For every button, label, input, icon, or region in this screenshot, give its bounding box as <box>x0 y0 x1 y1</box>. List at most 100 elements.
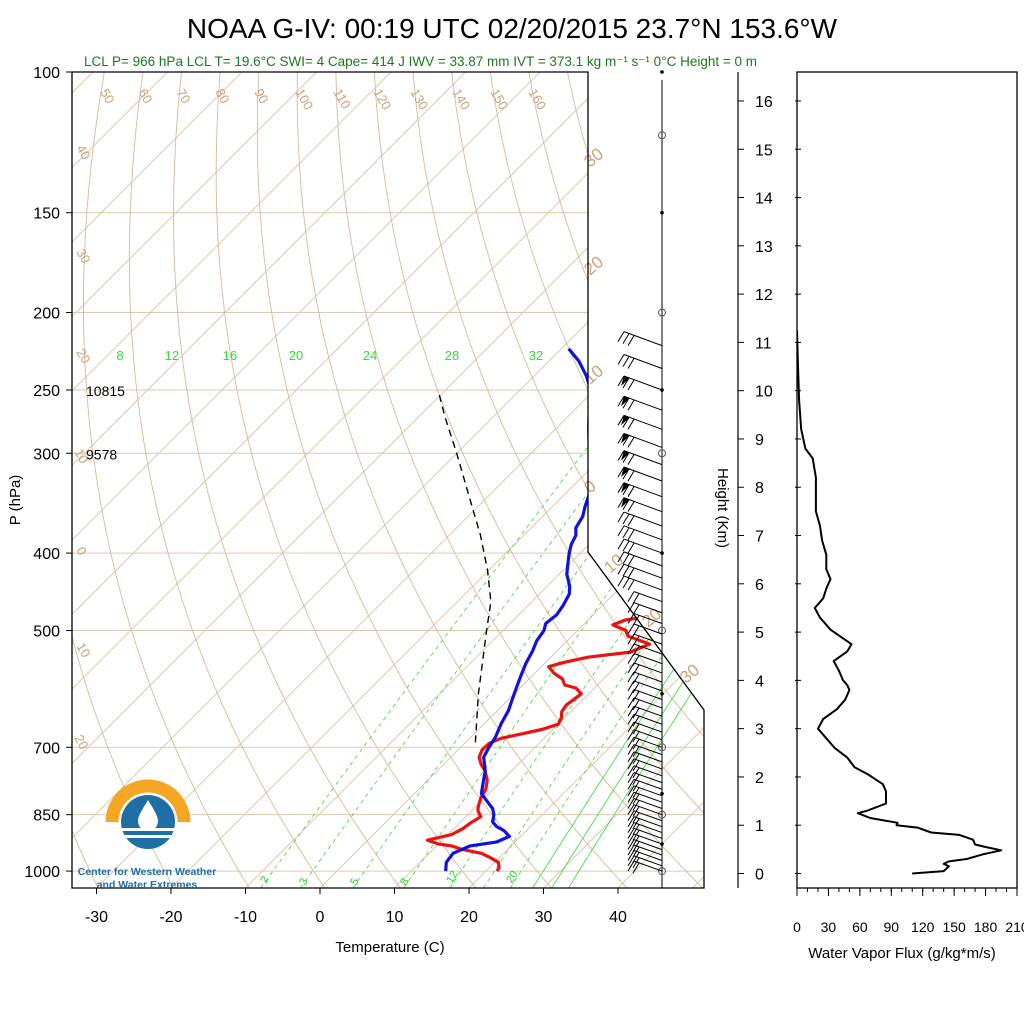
wind-barb <box>633 591 663 603</box>
wind-barb-feather <box>627 772 635 783</box>
wind-barb-feather <box>632 593 640 604</box>
wind-barb <box>633 778 663 790</box>
dewpoint-profile <box>444 347 595 872</box>
level-circle <box>658 449 666 458</box>
wind-barb-feather <box>627 860 635 872</box>
wind-barb <box>633 633 663 645</box>
isotherm-line <box>767 72 1024 888</box>
dry-adiabat-label: 20 <box>71 732 91 752</box>
pressure-tick-label: 500 <box>33 624 60 641</box>
height-tick-label: 4 <box>755 673 764 690</box>
dry-adiabat-label: 100 <box>292 86 316 112</box>
wind-barb-feather <box>632 857 640 869</box>
wind-barb-feather <box>632 760 640 772</box>
dry-adiabat-label: 10 <box>73 640 93 660</box>
wind-barb <box>633 816 663 828</box>
wind-barb-feather <box>617 415 625 426</box>
isotherm-line <box>96 72 704 888</box>
skewt-frame <box>71 71 705 889</box>
wind-barb <box>623 497 663 513</box>
mixing-ratio-line <box>449 345 704 888</box>
flux-tick-label: 150 <box>942 919 966 935</box>
wind-barb-feather <box>622 356 630 367</box>
dry-adiabat-label: 150 <box>487 86 511 112</box>
dry-adiabat-label: 30 <box>580 144 607 171</box>
wind-barb-feather <box>632 707 640 719</box>
height-tick-label: 2 <box>755 770 764 787</box>
wind-barb-feather <box>617 433 625 444</box>
wind-barb <box>623 575 663 591</box>
wind-barb <box>633 785 663 797</box>
wind-barb <box>623 482 663 498</box>
height-tick-label: 7 <box>755 529 764 546</box>
wind-barb <box>633 751 663 763</box>
mixing-ratio-label: 8 <box>398 876 411 887</box>
level-circle <box>658 131 666 140</box>
wind-barb <box>633 844 663 856</box>
wind-barb-feather <box>622 553 630 565</box>
isotherm-line <box>72 72 466 888</box>
dry-adiabat-line <box>760 72 1024 888</box>
wind-barb-feather <box>627 850 635 861</box>
wind-barb-feather <box>622 527 630 539</box>
height-tick-label: 13 <box>755 239 773 256</box>
pressure-tick-label: 150 <box>33 206 60 223</box>
wind-barb-feather <box>627 816 635 827</box>
wind-barb <box>633 798 663 809</box>
mixing-ratio-line <box>551 345 704 888</box>
mixing-ratio-label: 28 <box>445 348 459 363</box>
wind-barb-pennant <box>621 497 630 508</box>
wind-barb <box>623 375 663 391</box>
dry-adiabat-line <box>528 72 704 888</box>
wind-barb-feather <box>627 470 635 482</box>
wind-barb-feather <box>627 555 635 567</box>
dry-adiabat-line <box>799 72 1024 888</box>
wind-barb-feather <box>632 664 640 676</box>
wind-barb-feather <box>617 575 625 587</box>
wind-barb-feather <box>627 662 635 674</box>
wind-barb <box>633 729 663 741</box>
logo-line-1: Center for Western Weather <box>78 866 216 878</box>
temperature-profile <box>425 347 704 872</box>
isotherm-line <box>170 72 704 888</box>
wind-barb-feather <box>632 615 640 626</box>
temperature-tick-label: -20 <box>159 909 182 926</box>
wind-barb-feather <box>617 395 625 407</box>
pressure-axis-title: P (hPa) <box>7 475 24 526</box>
height-tick-label: 3 <box>755 722 764 739</box>
wind-barb-pennant <box>621 433 630 444</box>
wind-barb <box>633 839 663 851</box>
level-dot <box>660 210 664 215</box>
logo-line-2: and Water Extremes <box>97 879 198 891</box>
wind-barb-feather <box>627 486 635 497</box>
wind-barb <box>623 354 663 369</box>
wind-barb-feather <box>632 699 640 711</box>
wind-barb-feather <box>627 729 635 741</box>
skewt-profiles <box>425 347 704 872</box>
wind-barb-feather <box>632 841 640 852</box>
wind-barb-feather <box>617 511 625 523</box>
wind-barb <box>633 602 663 614</box>
temperature-tick-label: -10 <box>234 909 257 926</box>
wind-barb-feather <box>627 358 635 369</box>
mixing-ratio-label: 12 <box>444 869 461 886</box>
dry-adiabat-label: 20 <box>73 346 93 366</box>
dry-adiabat-label: 50 <box>97 86 117 106</box>
dry-adiabat-line <box>215 72 477 888</box>
mixing-ratio-line <box>532 345 704 888</box>
wind-barb-feather <box>627 579 635 591</box>
dry-adiabat-label: 70 <box>173 86 193 106</box>
wind-barb <box>633 791 663 803</box>
dry-adiabat-label: 160 <box>525 86 549 112</box>
level-dot <box>660 791 664 796</box>
wind-barb-feather <box>632 731 640 743</box>
logo-sun-arc <box>105 779 191 823</box>
mixing-ratio-label: 2 <box>258 874 271 885</box>
height-tick-label: 0 <box>755 867 764 884</box>
wind-barb-feather <box>627 335 635 346</box>
wind-barb <box>633 613 663 624</box>
dry-adiabat-line <box>838 72 1024 888</box>
wind-barb <box>633 822 663 834</box>
